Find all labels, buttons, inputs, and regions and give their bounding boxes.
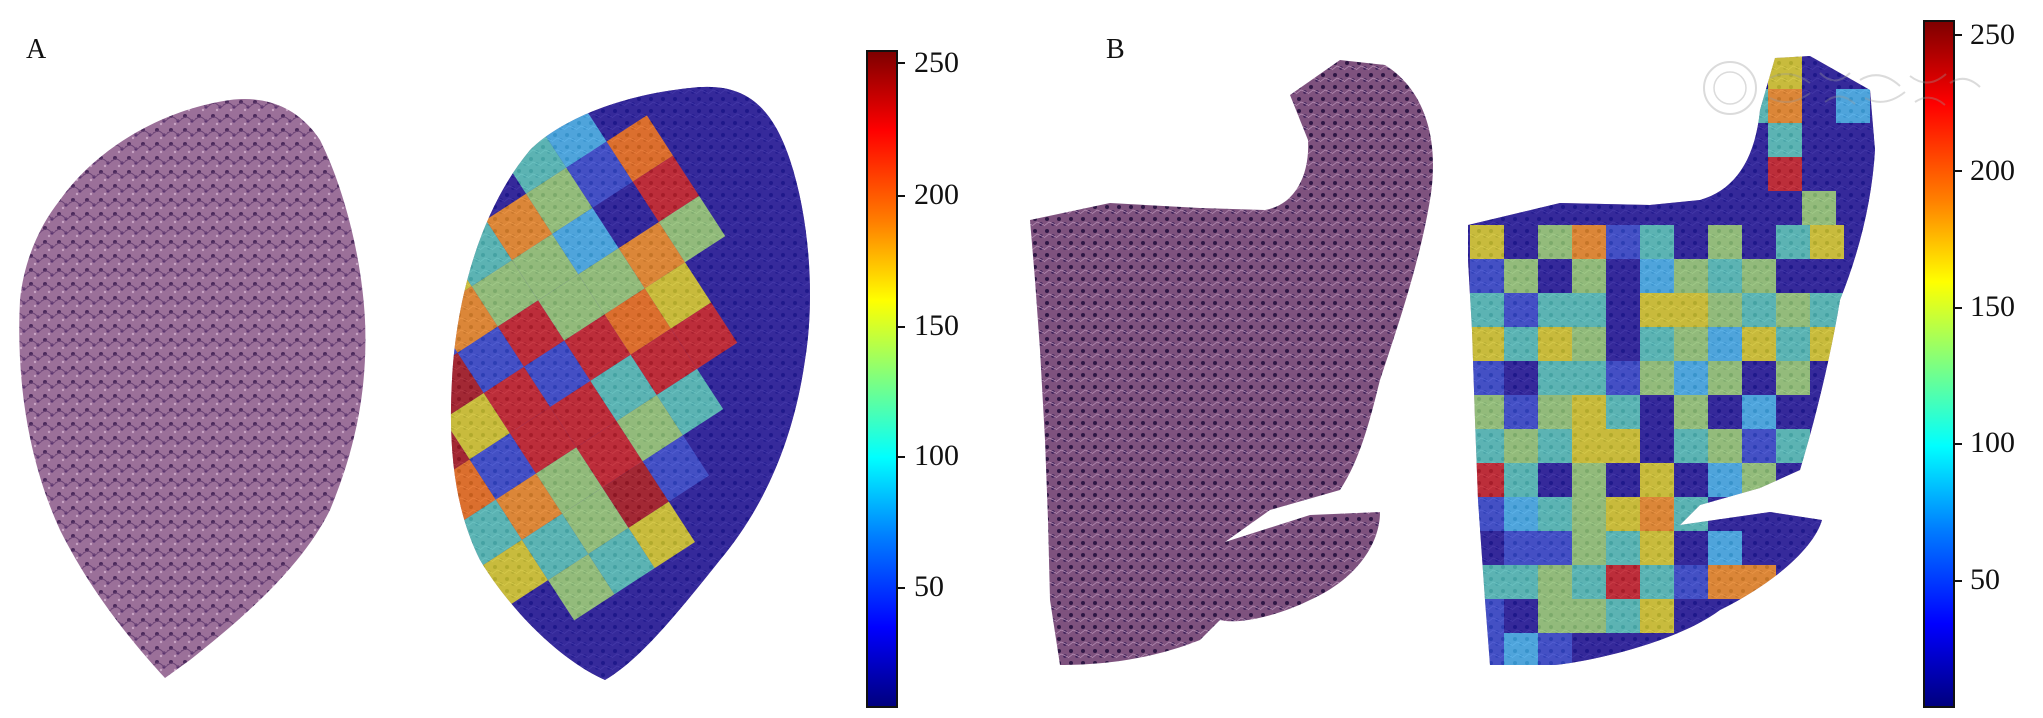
panel-a-label: A (26, 34, 47, 65)
colorbar-a-tickmark (898, 587, 905, 589)
tissue-b-raw (1030, 60, 1433, 665)
colorbar-a (866, 50, 898, 708)
colorbar-b (1923, 20, 1955, 708)
tissue-a-raw (19, 99, 366, 679)
colorbar-b-tick-250: 250 (1970, 18, 2015, 51)
panel-b-label: B (1106, 34, 1125, 65)
colorbar-b-tickmark (1955, 307, 1962, 309)
colorbar-b-tickmark (1955, 580, 1962, 582)
colorbar-a-tickmark (898, 456, 905, 458)
colorbar-a-tickmark (898, 326, 905, 328)
colorbar-a-tick-200: 200 (914, 178, 959, 211)
colorbar-a-tick-50: 50 (914, 570, 944, 603)
colorbar-a-tick-100: 100 (914, 439, 959, 472)
colorbar-a-tick-150: 150 (914, 309, 959, 342)
colorbar-b-tickmark (1955, 34, 1962, 36)
colorbar-b-tick-50: 50 (1970, 563, 2000, 596)
colorbar-b-tickmark (1955, 170, 1962, 172)
seal-icon (1703, 61, 1981, 115)
colorbar-a-tickmark (898, 195, 905, 197)
colorbar-b-tick-200: 200 (1970, 154, 2015, 187)
colorbar-a-tick-250: 250 (914, 46, 959, 79)
colorbar-b-tickmark (1955, 443, 1962, 445)
colorbar-a-tickmark (898, 62, 905, 64)
colorbar-b-tick-150: 150 (1970, 290, 2015, 323)
colorbar-b-tick-100: 100 (1970, 426, 2015, 459)
